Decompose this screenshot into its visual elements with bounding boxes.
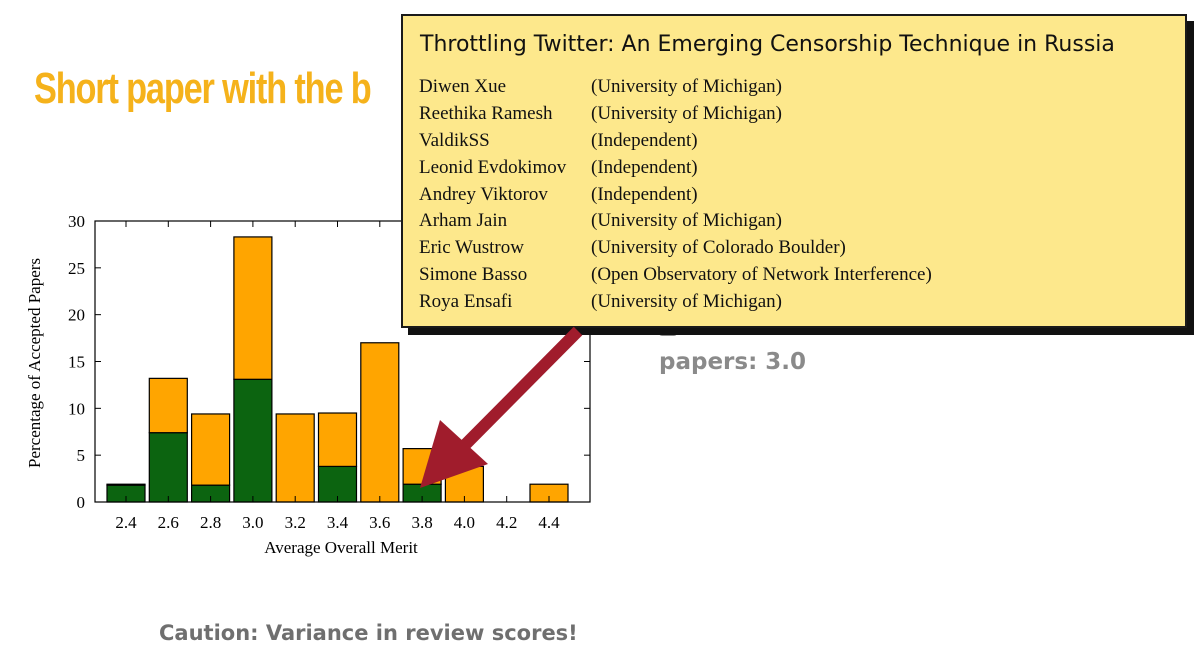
bar-segment xyxy=(148,377,188,434)
author-affiliation: (Open Observatory of Network Interferenc… xyxy=(591,263,932,285)
author-row: Andrey Viktorov (Independent) xyxy=(419,181,932,208)
bar-segment xyxy=(191,413,231,486)
bars xyxy=(106,236,569,503)
x-tick-label: 3.0 xyxy=(242,513,263,532)
x-tick-label: 2.8 xyxy=(200,513,221,532)
author-row: Roya Ensafi (University of Michigan) xyxy=(419,288,932,315)
caption: Caution: Variance in review scores! xyxy=(159,621,578,645)
author-row: Diwen Xue (University of Michigan) xyxy=(419,74,932,101)
y-tick-label: 10 xyxy=(68,399,85,418)
paper-title: Throttling Twitter: An Emerging Censorsh… xyxy=(420,32,1115,57)
x-tick-label: 2.6 xyxy=(158,513,179,532)
author-name: Leonid Evdokimov xyxy=(419,156,567,178)
author-row: Leonid Evdokimov (Independent) xyxy=(419,154,932,181)
y-tick-label: 20 xyxy=(68,306,85,325)
bar-segment xyxy=(402,448,442,485)
slide-title: Short paper with the b xyxy=(34,64,372,113)
author-name: Andrey Viktorov xyxy=(419,183,548,205)
bar-segment xyxy=(360,342,400,503)
author-name: Diwen Xue xyxy=(419,76,507,98)
y-tick-label: 30 xyxy=(68,212,85,231)
author-affiliation: (University of Michigan) xyxy=(591,103,783,125)
x-tick-label: 3.4 xyxy=(327,513,349,532)
x-axis-label: Average Overall Merit xyxy=(264,538,418,557)
y-tick-label: 15 xyxy=(68,353,85,372)
author-row: Arham Jain (University of Michigan) xyxy=(419,208,932,235)
axes: 0 5 10 15 20 25 30 2.4 2.6 2.8 3.0 3.2 3.4 3.6 3.8 4.0 4… xyxy=(68,212,591,532)
author-name: Roya Ensafi xyxy=(419,290,513,312)
x-tick-label: 2.4 xyxy=(115,513,137,532)
author-name: ValdikSS xyxy=(419,129,490,151)
author-affiliation: (University of Michigan) xyxy=(591,76,783,98)
author-name: Reethika Ramesh xyxy=(419,103,553,125)
y-tick-label: 25 xyxy=(68,259,85,278)
side-text: papers: 3.0 xyxy=(659,349,807,375)
bar-segment xyxy=(148,432,188,503)
author-name: Simone Basso xyxy=(419,263,528,285)
y-tick-label: 0 xyxy=(77,493,86,512)
bar-segment xyxy=(275,413,315,503)
bar-segment xyxy=(233,236,273,380)
author-affiliation: (University of Michigan) xyxy=(591,210,783,232)
author-name: Arham Jain xyxy=(419,210,508,232)
author-affiliation: (Independent) xyxy=(591,156,698,178)
bar-segment xyxy=(317,412,358,468)
author-affiliation: (University of Michigan) xyxy=(591,290,783,312)
author-row: Simone Basso (Open Observatory of Network… xyxy=(419,262,932,289)
author-row: ValdikSS (Independent) xyxy=(419,128,932,155)
x-tick-label: 3.2 xyxy=(285,513,306,532)
author-affiliation: (Independent) xyxy=(591,183,698,205)
bar-segment xyxy=(233,378,273,503)
x-tick-label: 3.6 xyxy=(369,513,390,532)
side-text-cut-line xyxy=(659,323,1199,337)
x-tick-label: 3.8 xyxy=(411,513,432,532)
paper-callout: Throttling Twitter: An Emerging Censorsh… xyxy=(401,14,1187,328)
author-affiliation: (Independent) xyxy=(591,129,698,151)
x-tick-label: 4.2 xyxy=(496,513,517,532)
author-list: Diwen Xue (University of Michigan) Reethik… xyxy=(419,74,932,315)
author-row: Eric Wustrow (University of Colorado Boul… xyxy=(419,235,932,262)
y-tick-label: 5 xyxy=(77,446,86,465)
x-tick-label: 4.0 xyxy=(454,513,475,532)
x-tick-label: 4.4 xyxy=(538,513,560,532)
bar-segment xyxy=(106,483,146,486)
author-affiliation: (University of Colorado Boulder) xyxy=(591,237,846,259)
y-axis-label: Percentage of Accepted Papers xyxy=(25,258,44,468)
author-name: Eric Wustrow xyxy=(419,237,524,259)
author-row: Reethika Ramesh (University of Michigan) xyxy=(419,101,932,128)
